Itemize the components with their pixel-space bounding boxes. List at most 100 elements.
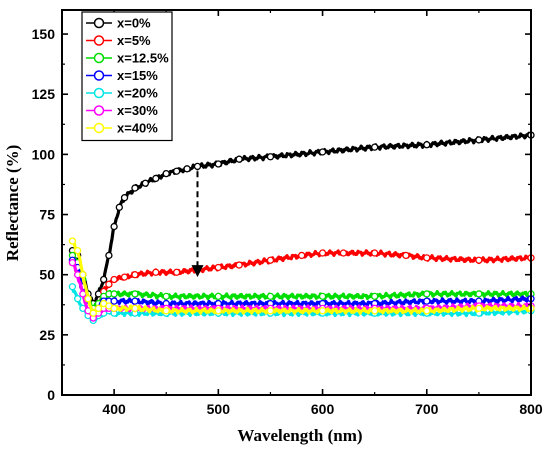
x-tick-label: 500 [207, 401, 231, 417]
series-line [71, 131, 533, 304]
data-point [214, 263, 222, 272]
data-point [423, 141, 431, 149]
legend-label: x=5% [117, 33, 151, 48]
axes-layer: 400 500 600 700 800 0 25 50 75 100 125 150 [32, 9, 543, 417]
legend-item: x=0% [86, 16, 151, 31]
data-point [172, 268, 181, 276]
y-tick-label: 125 [32, 86, 56, 102]
y-axis-label: Reflectance (%) [3, 145, 22, 262]
data-point [235, 261, 243, 269]
legend-marker-icon [93, 35, 105, 46]
legend-marker-icon [93, 105, 105, 116]
data-point [371, 249, 379, 257]
legend-item: x=15% [86, 68, 158, 83]
data-point [235, 155, 243, 163]
data-point [120, 194, 129, 202]
data-point [68, 237, 77, 245]
data-point [110, 290, 118, 298]
data-point [475, 136, 483, 144]
data-point [152, 268, 160, 276]
legend-item: x=30% [86, 103, 158, 118]
legend-item: x=12.5% [86, 51, 169, 66]
data-point [423, 254, 431, 262]
legend-label: x=20% [117, 86, 158, 101]
data-point [131, 290, 139, 298]
series-3 [68, 251, 535, 313]
data-point [266, 292, 275, 300]
data-point [152, 174, 160, 183]
data-point [84, 295, 92, 303]
data-point [402, 251, 410, 260]
data-point [172, 167, 181, 175]
legend-marker-icon [93, 122, 105, 134]
data-point [68, 283, 77, 291]
data-point [214, 160, 222, 168]
y-tick-label: 50 [39, 267, 55, 283]
y-tick-label: 150 [32, 26, 56, 42]
data-point [110, 275, 118, 284]
data-point [371, 143, 379, 151]
y-tick-label: 25 [39, 327, 55, 343]
data-point [371, 307, 379, 315]
legend-marker-icon [93, 52, 105, 64]
data-point [371, 292, 379, 300]
data-point [475, 290, 483, 298]
data-point [423, 307, 431, 315]
data-point [318, 249, 327, 257]
data-point [183, 165, 191, 173]
data-point [79, 290, 87, 298]
data-point [110, 222, 118, 231]
x-tick-label: 600 [311, 401, 335, 417]
data-point [423, 297, 431, 305]
data-point [193, 162, 202, 171]
data-point [79, 271, 87, 279]
series-line [71, 262, 532, 322]
data-point [110, 304, 118, 313]
data-point [214, 292, 222, 300]
data-point [423, 290, 431, 298]
data-point [266, 307, 275, 315]
legend: x=0% x=5% x=12.5% x=15% x=20% x=30% x=40% [81, 11, 173, 142]
x-tick-label: 400 [102, 401, 126, 417]
data-point [115, 203, 123, 211]
data-point [162, 292, 170, 300]
data-point [131, 271, 139, 279]
data-point [266, 153, 275, 161]
data-point [162, 169, 170, 178]
series-7 [68, 237, 535, 317]
data-point [318, 292, 327, 300]
data-point [110, 297, 118, 305]
series-layer [68, 131, 535, 325]
series-line [71, 239, 532, 315]
legend-label: x=30% [117, 103, 158, 118]
data-point [318, 307, 327, 315]
legend-marker-icon [93, 17, 105, 29]
legend-marker-icon [93, 70, 105, 81]
x-tick-label: 800 [519, 401, 543, 417]
data-point [318, 148, 327, 156]
data-point [214, 307, 222, 315]
plot-frame [61, 9, 532, 396]
legend-label: x=12.5% [117, 51, 169, 66]
legend-item: x=5% [86, 33, 151, 48]
data-point [105, 251, 113, 260]
data-point [131, 304, 139, 313]
legend-marker-icon [93, 87, 105, 99]
y-tick-label: 100 [32, 146, 56, 162]
data-point [89, 309, 97, 317]
data-point [68, 259, 77, 267]
series-line [71, 252, 533, 310]
data-point [94, 304, 103, 313]
y-tick-label: 75 [39, 207, 55, 223]
series-line [70, 257, 532, 314]
data-point [73, 246, 82, 255]
data-point [131, 297, 139, 305]
legend-label: x=0% [117, 16, 151, 31]
legend-label: x=15% [117, 68, 158, 83]
data-point [162, 307, 170, 315]
legend-item: x=20% [86, 86, 158, 101]
data-point [475, 256, 483, 264]
legend-item: x=40% [86, 121, 158, 136]
legend-label: x=40% [117, 121, 158, 136]
